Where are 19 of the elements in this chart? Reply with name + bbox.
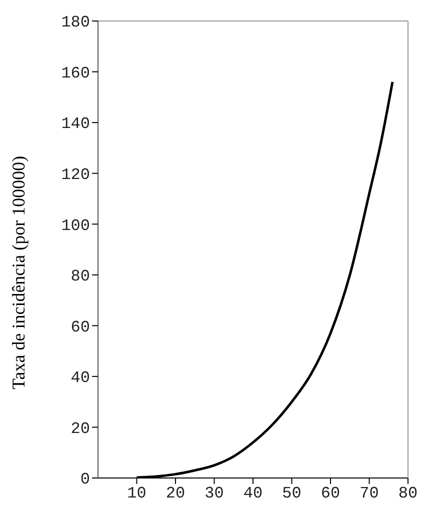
x-tick-label: 40 [243, 484, 263, 502]
y-axis-title: Taxa de incidência (por 100000) [8, 156, 28, 390]
y-tick-label: 140 [61, 115, 90, 134]
y-tick-label: 60 [70, 318, 90, 336]
y-tick-label: 180 [61, 14, 90, 32]
y-tick-label: 120 [61, 166, 90, 184]
x-tick-label: 70 [360, 484, 379, 502]
y-tick-label: 80 [70, 268, 90, 286]
x-tick-label: 10 [127, 484, 146, 502]
y-tick-label: 100 [61, 216, 90, 235]
x-tick-label: 50 [282, 484, 302, 502]
x-tick-label: 20 [166, 484, 186, 502]
y-tick-label: 0 [80, 470, 90, 489]
y-tick-label: 160 [61, 64, 90, 82]
x-tick-label: 30 [204, 484, 224, 502]
y-tick-label: 40 [70, 369, 90, 388]
x-tick-label: 60 [320, 484, 340, 502]
y-tick-label: 20 [70, 420, 90, 438]
x-tick-label: 80 [398, 484, 418, 502]
